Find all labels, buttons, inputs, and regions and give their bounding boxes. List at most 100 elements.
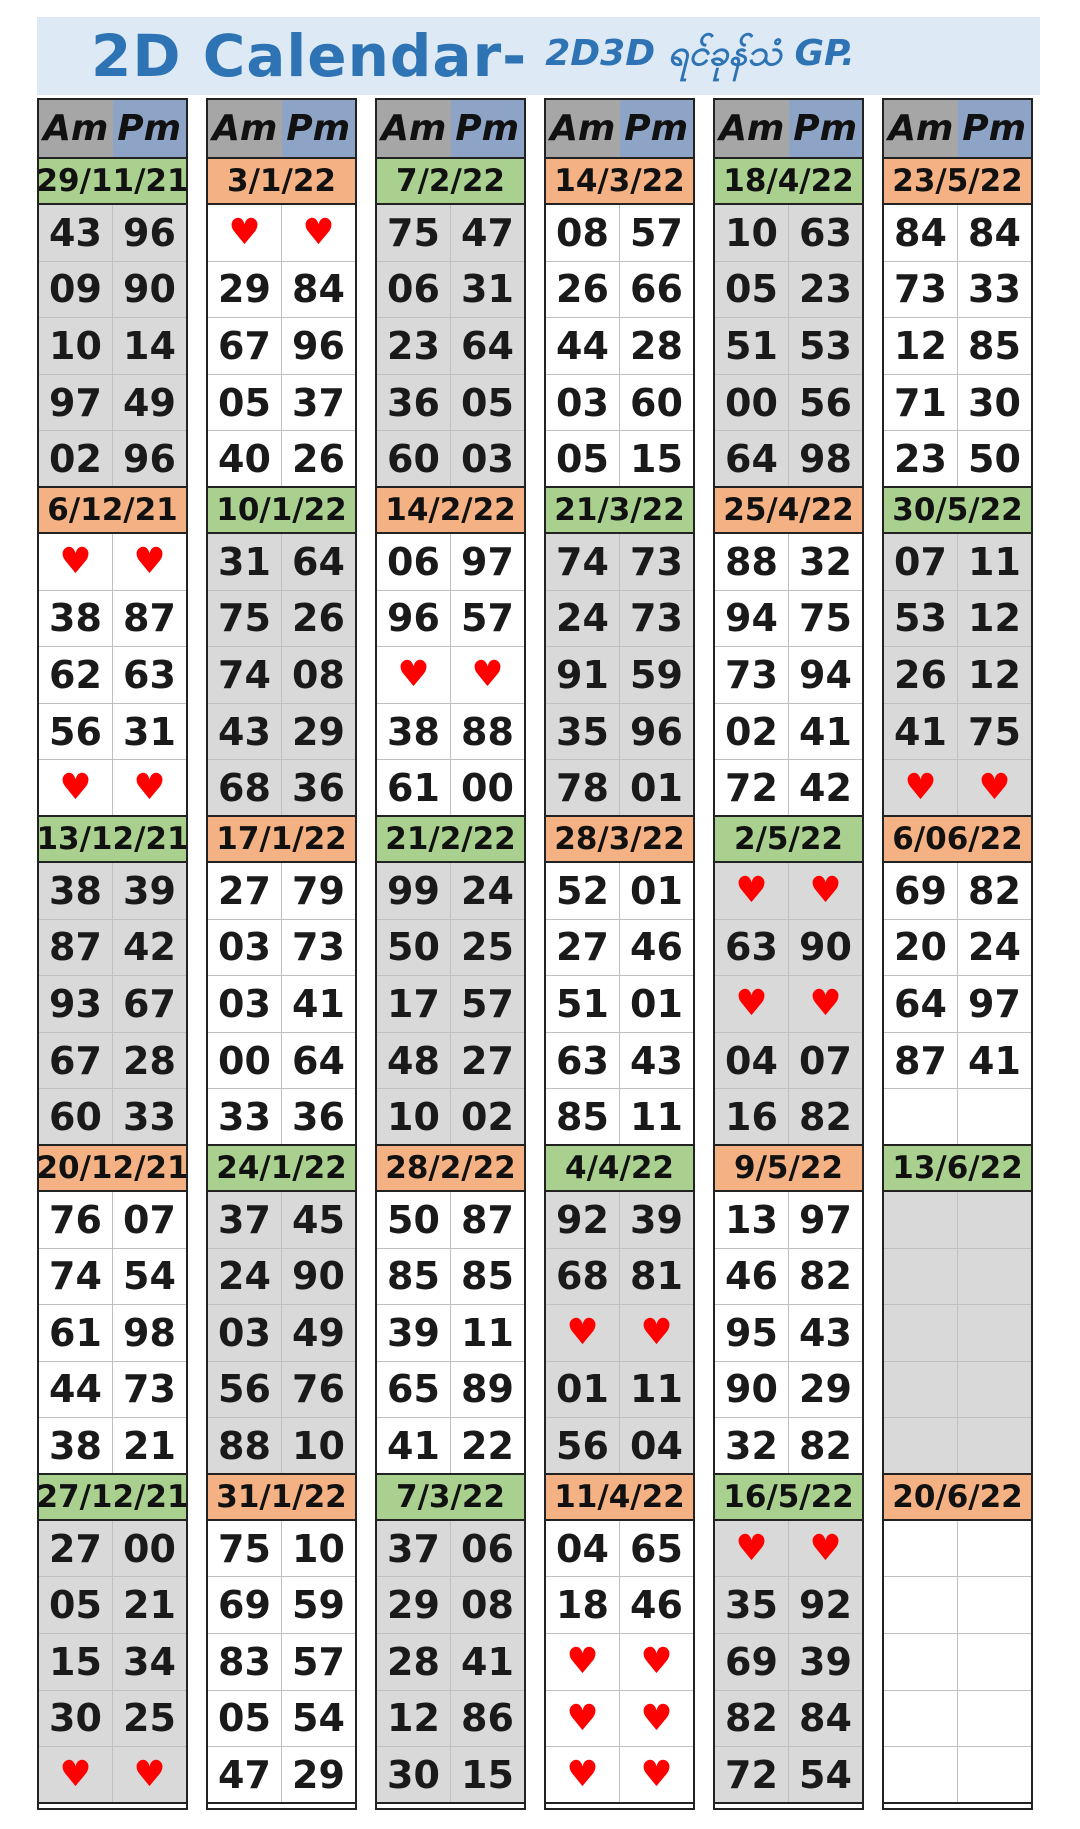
week-date-label: 21/2/22 [377,816,524,863]
pm-result: 39 [113,862,186,919]
am-result: 61 [39,1305,113,1361]
am-result: 61 [377,760,451,815]
result-row: 76 07 [39,1191,186,1249]
pm-result: 10 [282,1520,355,1577]
am-result: 60 [39,1089,113,1144]
am-result: 63 [715,919,789,976]
pm-result: 96 [620,703,693,760]
result-row: 61 98 [39,1305,186,1362]
pm-result: 97 [451,533,524,590]
am-result: 02 [39,431,113,486]
heart-icon: ♥ [39,1747,113,1802]
pm-result: 50 [958,431,1031,486]
pm-result: 47 [451,205,524,261]
am-result: 72 [715,760,789,815]
pm-result: 39 [620,1191,693,1248]
week-date-label: 24/1/22 [208,1145,355,1192]
result-row: 67 96 [208,318,355,375]
pm-result: 25 [451,919,524,976]
column-header: Am Pm [377,100,524,159]
result-row: 18 46 [546,1577,693,1635]
am-result: 65 [377,1361,451,1418]
result-row: 31 64 [208,533,355,591]
result-row: 35 92 [715,1577,862,1635]
result-row: 68 81 [546,1248,693,1306]
result-row: 83 57 [208,1634,355,1691]
am-result: 56 [208,1361,282,1418]
week-block: 28/3/22 52 01 27 46 51 01 63 43 85 11 [546,816,693,1146]
am-result: 20 [884,919,958,976]
am-result: 35 [715,1577,789,1634]
result-row: 60 33 [39,1089,186,1146]
result-row: 44 73 [39,1361,186,1419]
page-subtitle: 2D3D ရင်ခုန်သံ GP. [545,33,855,74]
pm-result: 01 [620,976,693,1032]
pm-result: 00 [451,760,524,815]
result-row: 04 07 [715,1032,862,1090]
result-row: 12 86 [377,1690,524,1748]
pm-result: 46 [620,919,693,976]
week-block: 20/6/22 [884,1474,1031,1804]
am-result [884,1191,958,1248]
result-row: 05 15 [546,431,693,488]
result-row: 63 90 [715,919,862,977]
am-result [884,1690,958,1747]
calendar-column: Am Pm 23/5/22 84 84 73 33 12 85 71 30 23 50 30/5/22 07… [882,98,1033,1810]
am-result: 02 [715,703,789,760]
result-row: 65 89 [377,1361,524,1419]
pm-result [958,1305,1031,1361]
pm-result: 82 [789,1248,862,1305]
result-row: 36 05 [377,374,524,432]
week-block: 7/3/22 37 06 29 08 28 41 12 86 30 15 [377,1474,524,1804]
week-block: 18/4/22 10 63 05 23 51 53 00 56 64 98 [715,159,862,488]
result-row: 26 66 [546,261,693,319]
week-block: 14/2/22 06 97 96 57 ♥ ♥ 38 88 61 00 [377,487,524,817]
am-result: 38 [39,1418,113,1473]
heart-icon: ♥ [789,1520,862,1577]
result-row: 69 39 [715,1634,862,1691]
pm-result: 02 [451,1089,524,1144]
result-row: 39 11 [377,1305,524,1362]
am-result: 17 [377,976,451,1032]
am-result: 38 [39,590,113,647]
am-result: 10 [377,1089,451,1144]
am-result [884,1305,958,1361]
week-date-label: 13/12/21 [36,816,189,863]
pm-result: 49 [282,1305,355,1361]
week-date-label: 21/3/22 [546,487,693,534]
am-result: 36 [377,374,451,431]
title-banner: 2D Calendar- 2D3D ရင်ခုန်သံ GP. [37,17,1040,95]
pm-result [958,1418,1031,1473]
heart-icon: ♥ [377,647,451,703]
pm-result: 00 [113,1520,186,1577]
result-row: 10 63 [715,205,862,262]
am-result: 03 [208,1305,282,1361]
am-result: 44 [39,1361,113,1418]
week-date-label: 10/1/22 [208,487,355,534]
am-result: 12 [377,1690,451,1747]
pm-result: 41 [451,1634,524,1690]
result-row: ♥ ♥ [39,760,186,817]
result-row: 38 88 [377,703,524,761]
pm-result: 97 [789,1191,862,1248]
pm-result: 54 [282,1690,355,1747]
result-row [884,1577,1031,1635]
week-date-label: 28/3/22 [546,816,693,863]
pm-header: Pm [957,100,1031,157]
pm-result: 87 [451,1191,524,1248]
result-row: 67 28 [39,1032,186,1090]
result-row: 41 75 [884,703,1031,761]
result-row: 62 63 [39,647,186,704]
pm-result: 65 [620,1520,693,1577]
result-row: 05 23 [715,261,862,319]
am-result: 88 [715,533,789,590]
am-result: 48 [377,1032,451,1089]
result-row: 37 45 [208,1191,355,1249]
week-block: 13/6/22 [884,1145,1031,1475]
result-row: 96 57 [377,590,524,648]
pm-result: 85 [451,1248,524,1305]
result-row: 28 41 [377,1634,524,1691]
calendar-column: Am Pm 14/3/22 08 57 26 66 44 28 03 60 05 15 21/3/22 74… [544,98,695,1810]
am-result: 05 [715,261,789,318]
am-result: 16 [715,1089,789,1144]
